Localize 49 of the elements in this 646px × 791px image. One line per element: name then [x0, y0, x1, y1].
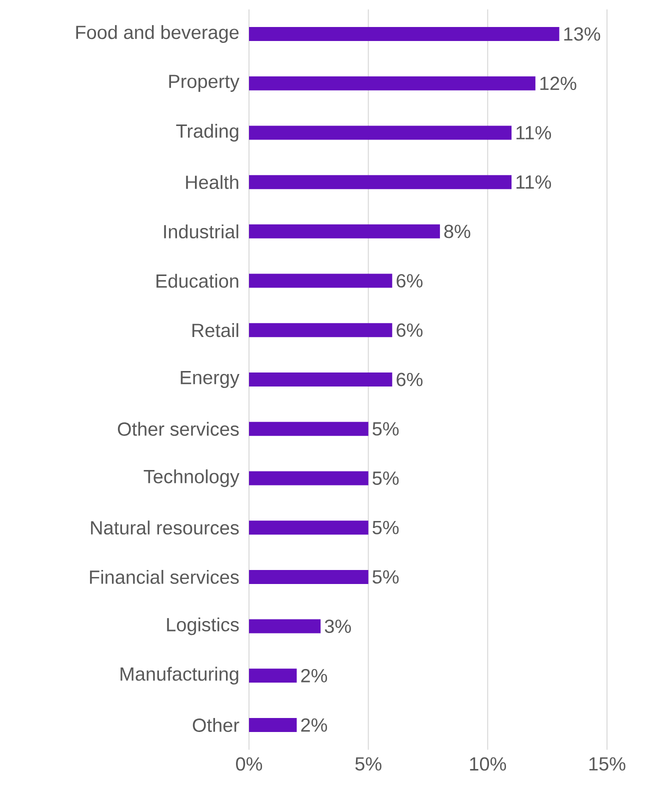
- bar: [249, 718, 297, 732]
- y-tick-label: Retail: [192, 323, 238, 338]
- y-tick-label: Other: [192, 718, 240, 732]
- bar: [249, 224, 440, 238]
- data-label: 13%: [564, 27, 600, 41]
- y-tick-label: Property: [169, 74, 240, 92]
- data-label: 6%: [396, 372, 423, 386]
- data-label: 2%: [301, 668, 328, 682]
- data-label: 12%: [540, 76, 576, 90]
- data-label: 2%: [301, 718, 328, 732]
- bar: [249, 372, 392, 387]
- x-tick-label: 15%: [589, 757, 626, 771]
- bar: [249, 323, 392, 338]
- y-tick-label: Natural resources: [91, 520, 239, 535]
- bar: [249, 422, 368, 436]
- bar: [249, 471, 368, 486]
- y-tick-label: Education: [156, 274, 238, 288]
- x-tick-label: 5%: [355, 757, 382, 771]
- y-tick-label: Food and beverage: [76, 25, 239, 43]
- x-tick-label: 0%: [236, 757, 262, 771]
- bar: [249, 274, 392, 288]
- x-tick-label: 10%: [470, 757, 506, 771]
- y-tick-label: Financial services: [90, 570, 239, 584]
- y-tick-label: Technology: [144, 469, 240, 488]
- data-label: 5%: [372, 570, 399, 584]
- bar: [249, 27, 560, 41]
- y-tick-label: Trading: [176, 124, 238, 142]
- data-label: 5%: [372, 472, 399, 485]
- bar: [249, 619, 321, 634]
- data-label: 3%: [324, 620, 351, 634]
- y-tick-label: Logistics: [167, 617, 239, 636]
- bar: [249, 76, 536, 90]
- y-tick-label: Health: [186, 175, 238, 190]
- data-label: 11%: [516, 175, 551, 189]
- bar: [249, 668, 297, 683]
- data-label: 11%: [516, 126, 551, 140]
- data-label: 5%: [372, 422, 399, 436]
- y-tick-label: Manufacturing: [120, 666, 238, 685]
- bar: [249, 126, 512, 140]
- data-label: 5%: [372, 520, 399, 534]
- data-label: 6%: [396, 274, 423, 288]
- bar: [249, 520, 368, 535]
- bar: [249, 570, 368, 584]
- y-tick-label: Energy: [180, 370, 240, 388]
- bar: [249, 175, 512, 190]
- y-tick-label: Industrial: [164, 224, 238, 238]
- data-label: 8%: [444, 224, 470, 238]
- y-tick-label: Other services: [118, 422, 239, 436]
- data-label: 6%: [396, 323, 423, 337]
